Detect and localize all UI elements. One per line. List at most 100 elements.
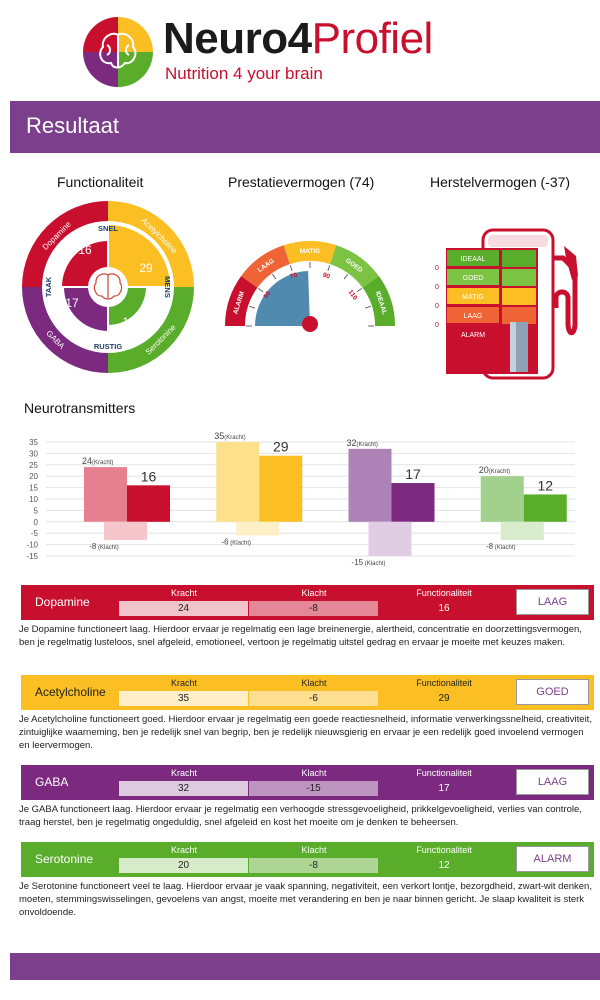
- gauge-hub: [302, 316, 318, 332]
- kracht-value: 20: [119, 858, 248, 873]
- value-gaba: 17: [65, 296, 79, 310]
- kracht-header: Kracht: [170, 678, 197, 688]
- card-name: Serotonine: [35, 852, 94, 866]
- inner-label-snel: SNEL: [98, 224, 118, 233]
- data-label-functionaliteit: 29: [273, 439, 289, 455]
- y-tick-label: 5: [34, 506, 39, 515]
- card-description: Je Dopamine functioneert laag. Hierdoor …: [19, 624, 582, 648]
- y-tick-label: 25: [29, 461, 38, 470]
- data-label-kracht: 24(Kracht): [82, 456, 113, 466]
- status-badge: ALARM: [516, 846, 589, 872]
- level-matig: MATIG: [462, 294, 484, 301]
- bar-functionaliteit: [259, 455, 303, 522]
- level-alarm: ALARM: [461, 332, 485, 339]
- functionaliteit-header: Functionaliteit: [416, 845, 472, 855]
- bar-klacht: [500, 521, 544, 541]
- card-header-bar: Dopamine Kracht Klacht Functionaliteit 2…: [21, 585, 594, 620]
- status-badge: LAAG: [516, 769, 589, 795]
- prestatie-gauge: ALARM LAAG MATIG GOED IDEAAL 50 70 90 11…: [224, 241, 396, 332]
- klacht-value: -8: [249, 858, 378, 873]
- brand-part-1: Neuro4: [163, 14, 312, 63]
- card-header-bar: GABA Kracht Klacht Functionaliteit 32 -1…: [21, 765, 594, 800]
- y-tick-label: -5: [31, 529, 39, 538]
- data-label-kracht: 20(Kracht): [479, 465, 510, 475]
- card-description: Je Serotonine functioneert veel te laag.…: [19, 881, 592, 918]
- brand-name: Neuro4Profiel: [163, 14, 433, 64]
- functionaliteit-value: 16: [438, 603, 450, 614]
- tagline: Nutrition 4 your brain: [165, 64, 323, 83]
- kracht-header: Kracht: [170, 588, 197, 598]
- zone-matig: MATIG: [300, 248, 320, 255]
- bar-kracht: [216, 442, 260, 522]
- card-name: GABA: [35, 775, 69, 789]
- klacht-header: Klacht: [301, 845, 327, 855]
- card-header-bar: Serotonine Kracht Klacht Functionaliteit…: [21, 842, 594, 877]
- kracht-value: 32: [119, 781, 248, 796]
- card-name: Dopamine: [35, 595, 90, 609]
- brain-logo-icon: [83, 17, 153, 87]
- footer-bar: [10, 953, 600, 980]
- functionaliteit-wheel: Dopamine Acetylcholine Serotonine GABA S…: [22, 201, 194, 373]
- y-tick-label: 35: [29, 438, 38, 447]
- klacht-header: Klacht: [301, 768, 327, 778]
- klacht-value: -8: [249, 601, 378, 616]
- data-label-functionaliteit: 16: [141, 468, 157, 484]
- klacht-value: -6: [249, 691, 378, 706]
- status-badge: GOED: [516, 679, 589, 705]
- functionaliteit-title: Functionaliteit: [57, 174, 144, 190]
- functionaliteit-value: 12: [438, 860, 450, 871]
- y-tick-label: -15: [26, 552, 38, 561]
- inner-label-taak: TAAK: [44, 276, 53, 297]
- value-serotonine: 12: [122, 315, 136, 329]
- brand-part-2: Profiel: [311, 14, 434, 63]
- tick-50: 50: [263, 290, 273, 300]
- klacht-header: Klacht: [301, 588, 327, 598]
- data-label-functionaliteit: 12: [537, 477, 553, 493]
- tick-70: 70: [289, 272, 298, 281]
- card-description: Je Acetylcholine functioneert goed. Hier…: [19, 714, 592, 751]
- klacht-value: -15: [249, 781, 378, 796]
- bar-kracht: [84, 467, 127, 522]
- kracht-value: 35: [119, 691, 248, 706]
- gauge-needle: [255, 271, 310, 326]
- tick-90: 90: [322, 272, 331, 281]
- level-laag: LAAG: [464, 313, 483, 320]
- kracht-value: 24: [119, 601, 248, 616]
- functionaliteit-header: Functionaliteit: [416, 678, 472, 688]
- y-tick-label: 15: [29, 484, 38, 493]
- header: Neuro4Profiel Nutrition 4 your brain: [0, 0, 600, 95]
- card-name: Acetylcholine: [35, 685, 106, 699]
- bar-functionaliteit: [127, 485, 170, 522]
- count-goed: 0: [435, 284, 439, 291]
- card-description: Je GABA functioneert laag. Hierdoor erva…: [19, 804, 582, 828]
- functionaliteit-header: Functionaliteit: [416, 588, 472, 598]
- kracht-header: Kracht: [170, 768, 197, 778]
- bar-kracht: [348, 448, 392, 522]
- level-ideaal: IDEAAL: [461, 256, 486, 263]
- bar-klacht: [104, 521, 147, 541]
- data-label-functionaliteit: 17: [405, 466, 421, 482]
- status-badge: LAAG: [516, 589, 589, 615]
- y-tick-label: 20: [29, 472, 38, 481]
- inner-label-rustig: RUSTIG: [94, 342, 123, 351]
- y-tick-label: 10: [29, 495, 38, 504]
- count-matig: 0: [435, 303, 439, 310]
- data-label-klacht: -8 (Klacht): [486, 542, 515, 551]
- y-tick-label: 0: [34, 518, 39, 527]
- count-ideaal: 0: [435, 265, 439, 272]
- data-label-klacht: -8 (Klacht): [89, 542, 118, 551]
- bar-functionaliteit: [391, 483, 435, 522]
- bar-kracht: [480, 476, 524, 522]
- herstel-fuel-pump: IDEAAL GOED MATIG LAAG ALARM 0 0 0 0: [435, 228, 578, 380]
- count-laag: 0: [435, 322, 439, 329]
- bar-klacht: [368, 521, 412, 556]
- klacht-header: Klacht: [301, 678, 327, 688]
- data-label-kracht: 32(Kracht): [347, 438, 378, 448]
- card-header-bar: Acetylcholine Kracht Klacht Functionalit…: [21, 675, 594, 710]
- value-acetylcholine: 29: [139, 261, 153, 275]
- data-label-klacht: -15 (Klacht): [352, 558, 386, 567]
- data-label-klacht: -6 (Klacht): [222, 537, 251, 546]
- functionaliteit-header: Functionaliteit: [416, 768, 472, 778]
- result-banner: Resultaat: [10, 101, 600, 153]
- brain-icon: [93, 273, 123, 300]
